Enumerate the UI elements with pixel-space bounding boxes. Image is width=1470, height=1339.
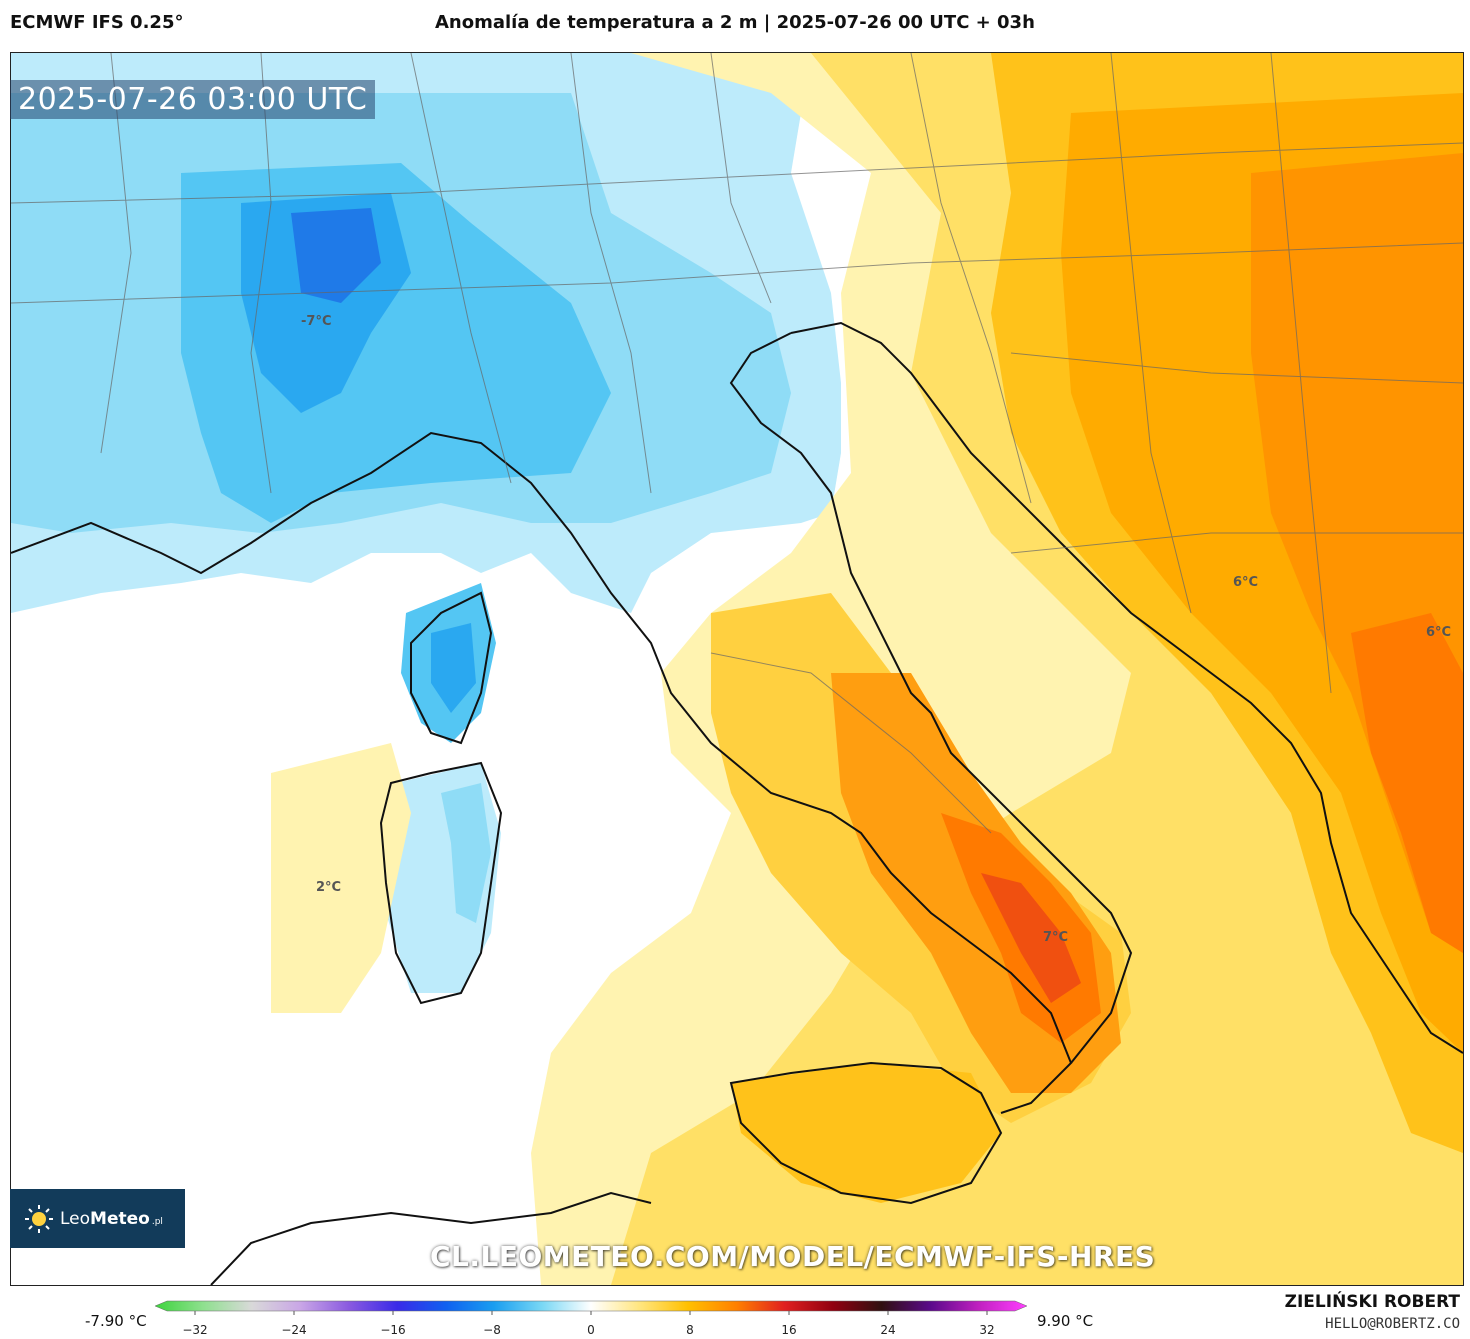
colorbar-tick-label: 8 [686, 1323, 694, 1336]
colorbar-tick-label: −24 [281, 1323, 306, 1336]
colorbar-min-label: -7.90 °C [85, 1312, 147, 1330]
colorbar-max-label: 9.90 °C [1037, 1312, 1094, 1330]
logo-text-light: Leo [60, 1208, 91, 1229]
colorbar-bar [155, 1300, 1027, 1312]
source-watermark: CL.LEOMETEO.COM/MODEL/ECMWF-IFS-HRES [430, 1240, 1156, 1273]
label-sea-anomaly: 2°C [316, 880, 341, 895]
colorbar-tick-label: 0 [587, 1323, 595, 1336]
label-cold-min: -7°C [301, 314, 331, 329]
map-title: Anomalía de temperatura a 2 m | 2025-07-… [435, 12, 1035, 33]
author-email: HELLO@ROBERTZ.CO [1325, 1316, 1460, 1332]
colorbar-tick-label: −16 [380, 1323, 405, 1336]
label-south-italy-anomaly: 7°C [1043, 930, 1068, 945]
colorbar-tick-label: 16 [781, 1323, 796, 1336]
temperature-anomaly-map: -7°C 2°C 6°C 6°C 7°C [11, 53, 1463, 1285]
leometeo-logo: LeoMeteo .pl [10, 1189, 185, 1248]
colorbar-tick-label: −8 [483, 1323, 501, 1336]
sun-icon [25, 1204, 53, 1233]
colorbar: −32 −24 −16 −8 0 8 16 24 32 [155, 1300, 1027, 1336]
author-name: ZIELIŃSKI ROBERT [1284, 1292, 1460, 1312]
model-name: ECMWF IFS 0.25° [10, 12, 184, 33]
colorbar-tick-label: 32 [979, 1323, 994, 1336]
label-balkan-anomaly: 6°C [1233, 575, 1258, 590]
logo-text-bold: Meteo [90, 1208, 150, 1229]
logo-suffix: .pl [151, 1216, 163, 1227]
colorbar-ticks: −32 −24 −16 −8 0 8 16 24 32 [182, 1311, 995, 1336]
colorbar-tick-label: 24 [880, 1323, 895, 1336]
map-canvas: -7°C 2°C 6°C 6°C 7°C [10, 52, 1464, 1286]
label-east-anomaly: 6°C [1426, 625, 1451, 640]
colorbar-tick-label: −32 [182, 1323, 207, 1336]
valid-time-badge: 2025-07-26 03:00 UTC [10, 80, 376, 119]
